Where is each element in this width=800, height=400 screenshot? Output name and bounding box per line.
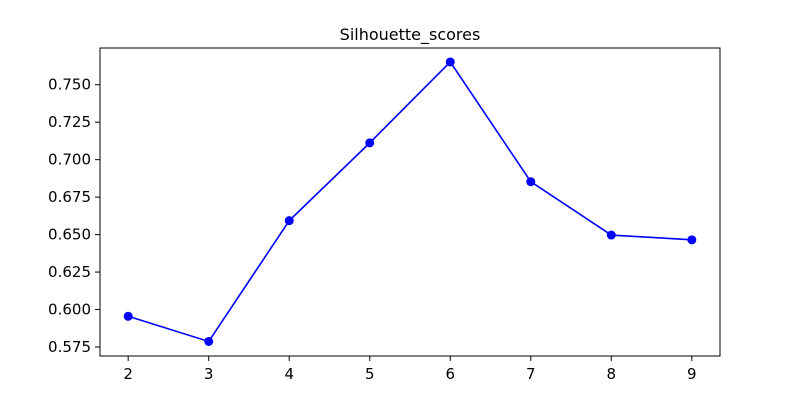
x-tick-label: 4: [284, 365, 294, 383]
data-point: [204, 336, 214, 346]
x-tick-label: 7: [526, 365, 536, 383]
y-tick-label: 0.750: [48, 76, 91, 94]
y-tick-label: 0.650: [48, 226, 91, 244]
y-tick-label: 0.575: [48, 338, 91, 356]
data-point: [687, 235, 697, 245]
x-tick-label: 9: [687, 365, 697, 383]
data-point: [123, 311, 133, 321]
y-tick-label: 0.600: [48, 301, 91, 319]
series-line: [127, 60, 692, 343]
data-point: [526, 177, 536, 187]
x-tick-label: 6: [445, 365, 455, 383]
data-point: [606, 230, 616, 240]
y-tick-label: 0.725: [48, 113, 91, 131]
y-tick-label: 0.700: [48, 151, 91, 169]
x-tick-label: 5: [365, 365, 375, 383]
y-tick-label: 0.625: [48, 263, 91, 281]
plot-area: 2 3 4 5 6 7 8 9 0.575 0.600 0.625 0.650 0.675 0.700 0.…: [48, 47, 721, 383]
x-tick-label: 2: [123, 365, 133, 383]
axes-frame: [99, 47, 721, 357]
x-tick-label: 3: [204, 365, 214, 383]
x-tick-label: 8: [607, 365, 617, 383]
data-point: [365, 138, 375, 148]
data-point: [284, 216, 294, 226]
data-point: [445, 57, 455, 67]
chart-title: Silhouette_scores: [340, 25, 481, 45]
y-tick-label: 0.675: [48, 188, 91, 206]
